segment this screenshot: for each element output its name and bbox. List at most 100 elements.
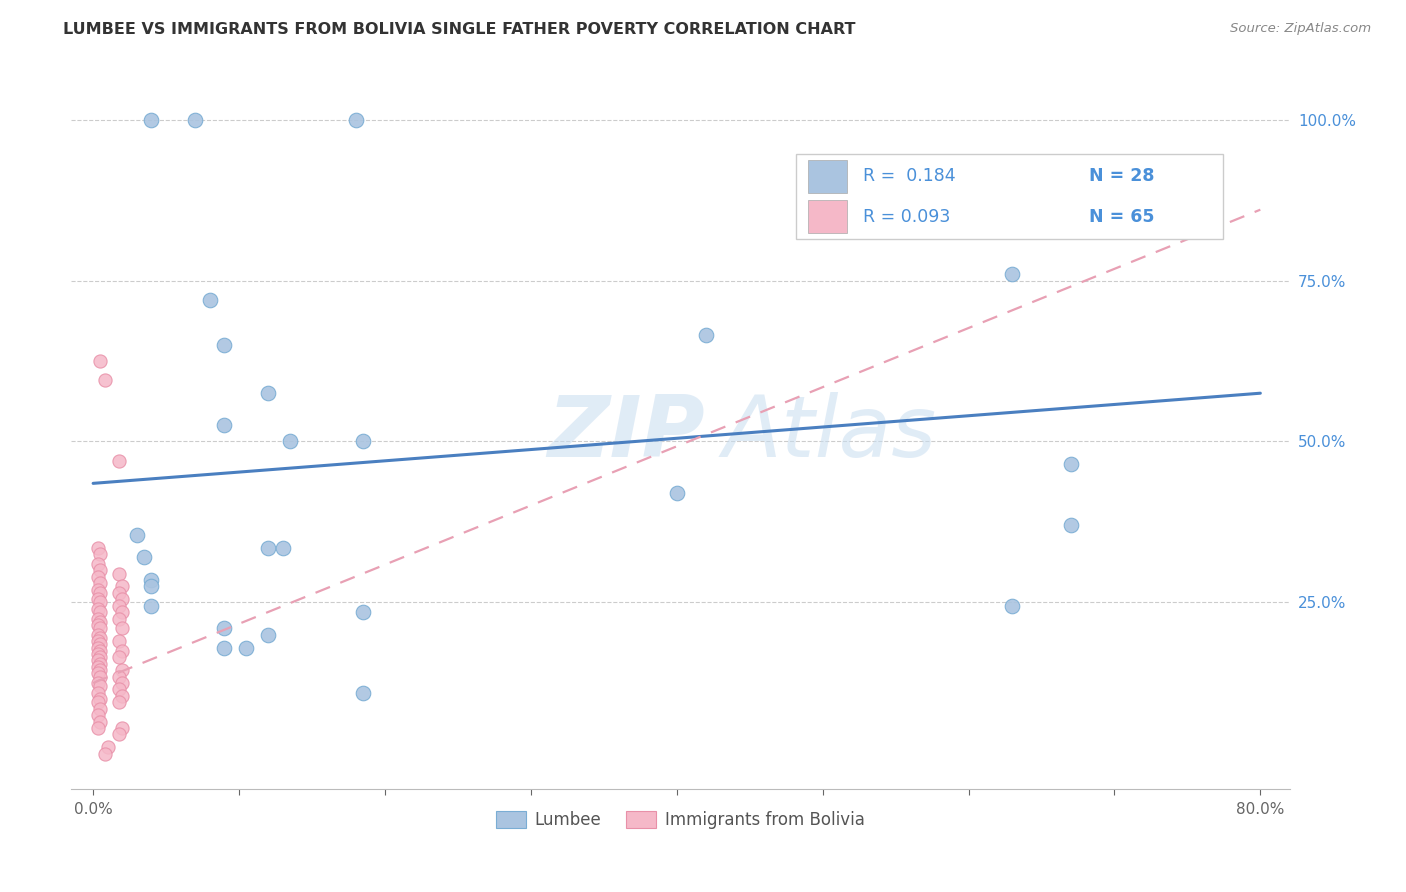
Text: R =  0.184: R = 0.184 xyxy=(863,168,956,186)
Point xyxy=(89,669,111,683)
Point xyxy=(352,605,374,619)
Point xyxy=(141,599,163,613)
Text: LUMBEE VS IMMIGRANTS FROM BOLIVIA SINGLE FATHER POVERTY CORRELATION CHART: LUMBEE VS IMMIGRANTS FROM BOLIVIA SINGLE… xyxy=(63,22,856,37)
Point xyxy=(235,640,257,655)
Point xyxy=(86,634,108,648)
Point xyxy=(108,634,131,648)
Point xyxy=(86,582,108,597)
Point xyxy=(89,563,111,577)
Text: N = 28: N = 28 xyxy=(1088,168,1154,186)
Point xyxy=(108,682,131,697)
Point xyxy=(108,599,131,613)
Point xyxy=(86,660,108,674)
Point xyxy=(89,621,111,635)
Point xyxy=(257,386,280,401)
Point xyxy=(198,293,221,307)
Point xyxy=(89,354,111,368)
Point xyxy=(86,628,108,642)
Point xyxy=(214,640,236,655)
Point xyxy=(214,418,236,433)
Point xyxy=(108,454,131,468)
Point xyxy=(125,528,148,542)
Point xyxy=(108,586,131,600)
FancyBboxPatch shape xyxy=(796,154,1222,239)
Point xyxy=(111,605,134,619)
Point xyxy=(1059,518,1081,533)
Point xyxy=(352,685,374,699)
Point xyxy=(257,628,280,642)
Point xyxy=(86,676,108,690)
Point xyxy=(89,615,111,629)
Point xyxy=(89,547,111,561)
Point xyxy=(89,679,111,693)
Point xyxy=(141,573,163,587)
Point xyxy=(89,650,111,665)
Point xyxy=(134,550,156,565)
Point xyxy=(89,595,111,609)
Point xyxy=(86,721,108,735)
Point xyxy=(86,708,108,723)
FancyBboxPatch shape xyxy=(808,160,848,193)
Point xyxy=(86,541,108,555)
Point xyxy=(111,663,134,677)
Point xyxy=(86,666,108,681)
Point xyxy=(695,328,717,343)
Text: Source: ZipAtlas.com: Source: ZipAtlas.com xyxy=(1230,22,1371,36)
Point xyxy=(89,657,111,671)
Point xyxy=(111,621,134,635)
Point xyxy=(86,685,108,699)
Point xyxy=(89,692,111,706)
Point xyxy=(89,605,111,619)
Legend: Lumbee, Immigrants from Bolivia: Lumbee, Immigrants from Bolivia xyxy=(489,805,872,836)
Point xyxy=(89,714,111,729)
Text: Atlas: Atlas xyxy=(723,392,938,475)
Point xyxy=(108,695,131,709)
Point xyxy=(86,647,108,661)
Point xyxy=(108,650,131,665)
Point xyxy=(89,663,111,677)
Point xyxy=(111,676,134,690)
Point xyxy=(89,586,111,600)
Point xyxy=(108,611,131,625)
Point xyxy=(86,618,108,632)
Point xyxy=(111,592,134,607)
Point xyxy=(111,689,134,703)
Point xyxy=(141,112,163,127)
Point xyxy=(86,695,108,709)
Point xyxy=(86,602,108,616)
Point xyxy=(89,576,111,591)
Point xyxy=(665,486,688,500)
Point xyxy=(108,727,131,741)
Point xyxy=(141,579,163,593)
Point xyxy=(111,644,134,658)
Point xyxy=(89,702,111,716)
Point xyxy=(86,570,108,584)
Point xyxy=(86,611,108,625)
Point xyxy=(97,740,120,755)
Point xyxy=(86,653,108,667)
Text: R = 0.093: R = 0.093 xyxy=(863,208,950,226)
Text: ZIP: ZIP xyxy=(547,392,704,475)
FancyBboxPatch shape xyxy=(808,200,848,233)
Point xyxy=(94,373,117,387)
Point xyxy=(111,721,134,735)
Point xyxy=(1001,267,1024,281)
Point xyxy=(86,592,108,607)
Point xyxy=(89,637,111,651)
Point xyxy=(89,644,111,658)
Point xyxy=(344,112,367,127)
Point xyxy=(108,566,131,581)
Point xyxy=(257,541,280,555)
Point xyxy=(214,621,236,635)
Point xyxy=(214,338,236,352)
Point xyxy=(86,557,108,571)
Point xyxy=(94,747,117,761)
Point xyxy=(89,631,111,645)
Point xyxy=(184,112,207,127)
Point xyxy=(1001,599,1024,613)
Point xyxy=(111,579,134,593)
Text: N = 65: N = 65 xyxy=(1088,208,1154,226)
Point xyxy=(86,640,108,655)
Point xyxy=(278,434,301,449)
Point xyxy=(352,434,374,449)
